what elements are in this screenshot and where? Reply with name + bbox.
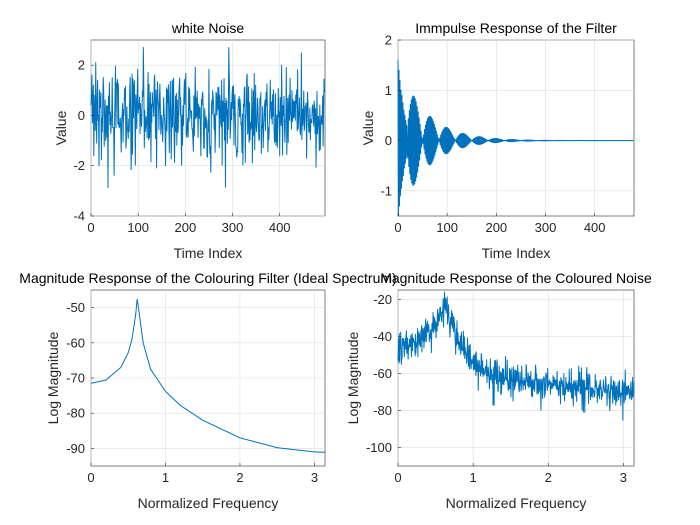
y-tick-label: -90 — [66, 441, 85, 456]
plot-title: Immpulse Response of the Filter — [415, 20, 617, 36]
x-tick-label: 2 — [545, 470, 552, 485]
subplot-impulse-response: 0 100 200 300 400 -1 0 1 2 Immpulse Response of … — [360, 20, 635, 261]
x-tick-label: 3 — [311, 470, 318, 485]
x-tick-label: 0 — [87, 470, 94, 485]
ideal-spectrum-series-line — [90, 298, 326, 453]
subplot-colouring-filter-spectrum: 0 1 2 3 -90 -80 -70 -60 -50 Magnitude Response o… — [19, 270, 396, 511]
y-axis-label: Value — [360, 110, 376, 145]
y-tick-label: -1 — [380, 183, 392, 198]
y-tick-label: 0 — [385, 133, 392, 148]
x-tick-label: 1 — [470, 470, 477, 485]
y-axis-label: Log Magnitude — [45, 331, 61, 424]
impulse-response-series-line — [397, 60, 634, 217]
plot-title: white Noise — [171, 20, 245, 36]
plot-title: Magnitude Response of the Colouring Filt… — [19, 270, 396, 286]
tick-labels: 0 100 200 300 400 -1 0 1 2 — [380, 33, 605, 236]
y-tick-label: -40 — [373, 329, 392, 344]
tick-labels: 0 1 2 3 -100 -80 -60 -40 -20 — [366, 292, 627, 485]
x-tick-label: 200 — [485, 220, 507, 235]
x-tick-label: 0 — [394, 470, 401, 485]
y-tick-label: 1 — [385, 83, 392, 98]
plot-title: Magnitude Response of the Coloured Noise — [380, 270, 652, 286]
y-tick-label: -80 — [373, 403, 392, 418]
x-tick-label: 100 — [127, 220, 149, 235]
y-tick-label: 2 — [385, 33, 392, 48]
x-axis-label: Normalized Frequency — [138, 495, 279, 511]
y-tick-label: -80 — [66, 406, 85, 421]
tick-labels: 0 100 200 300 400 -4 -2 0 2 — [73, 58, 290, 235]
y-tick-label: -60 — [373, 366, 392, 381]
x-tick-label: 400 — [584, 220, 606, 235]
tick-labels: 0 1 2 3 -90 -80 -70 -60 -50 — [66, 300, 318, 485]
x-axis-label: Time Index — [482, 245, 551, 261]
y-tick-label: -60 — [66, 335, 85, 350]
x-axis-label: Time Index — [174, 245, 243, 261]
x-tick-label: 400 — [269, 220, 291, 235]
y-tick-label: -100 — [366, 440, 392, 455]
y-tick-label: -4 — [73, 209, 85, 224]
y-tick-label: 0 — [78, 108, 85, 123]
x-tick-label: 0 — [394, 220, 401, 235]
x-tick-label: 300 — [222, 220, 244, 235]
y-tick-label: -20 — [373, 292, 392, 307]
x-tick-label: 0 — [87, 220, 94, 235]
x-tick-label: 100 — [436, 220, 458, 235]
y-tick-label: -50 — [66, 300, 85, 315]
x-tick-label: 300 — [535, 220, 557, 235]
x-tick-label: 1 — [162, 470, 169, 485]
subplot-white-noise: 0 100 200 300 400 -4 -2 0 2 white Noise Time Ind… — [53, 20, 326, 261]
y-tick-label: 2 — [78, 58, 85, 73]
white-noise-series-line — [90, 47, 326, 188]
y-axis-label: Log Magnitude — [345, 331, 361, 424]
y-tick-label: -2 — [73, 158, 85, 173]
x-tick-label: 2 — [236, 470, 243, 485]
subplot-coloured-noise-spectrum: 0 1 2 3 -100 -80 -60 -40 -20 Magnitude Response … — [345, 270, 652, 511]
y-axis-label: Value — [53, 110, 69, 145]
x-axis-label: Normalized Frequency — [446, 495, 587, 511]
x-tick-label: 3 — [620, 470, 627, 485]
coloured-noise-series-line — [397, 291, 635, 421]
x-tick-label: 200 — [175, 220, 197, 235]
y-tick-label: -70 — [66, 371, 85, 386]
